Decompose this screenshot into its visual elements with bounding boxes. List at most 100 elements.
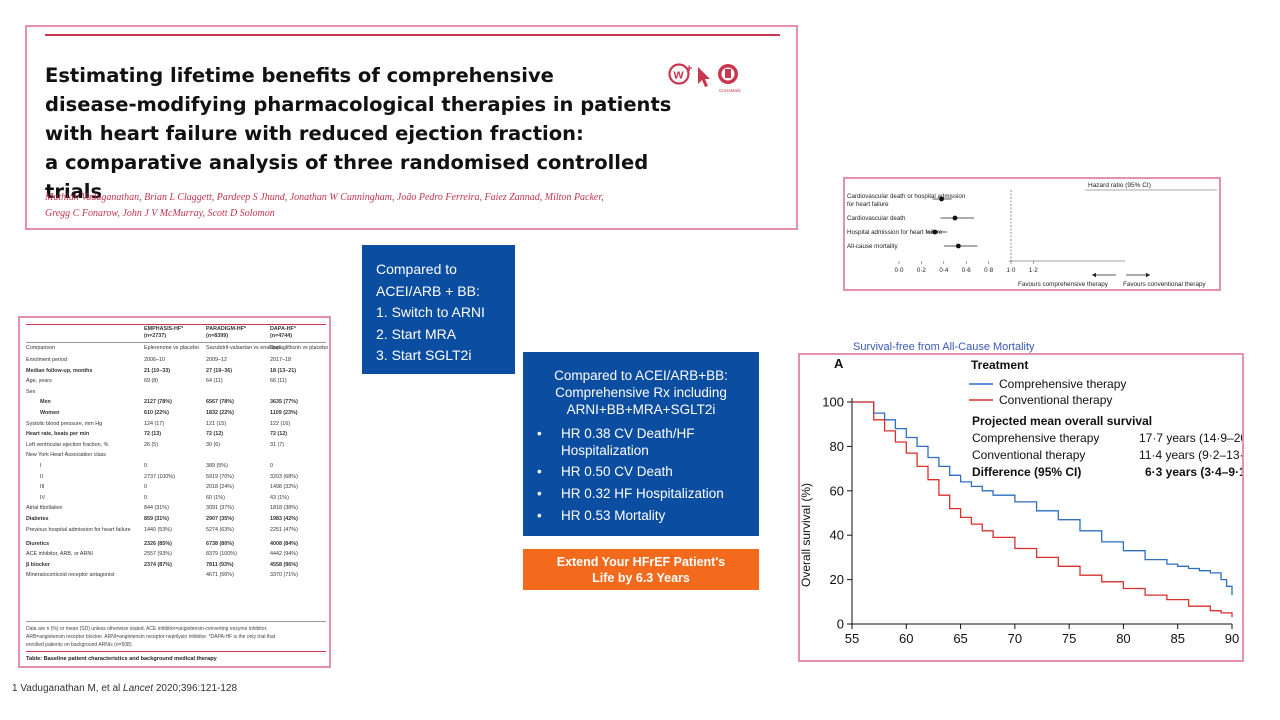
table-row: Diuretics 2326 (85%) 6738 (80%) 4008 (84%) [26, 541, 326, 550]
table-footnote-line: enrolled patients on background ARNIs (n… [26, 642, 133, 648]
survival-chart-card: A Treatment Comprehensive therapy Conven… [798, 353, 1262, 662]
table-cell: 389 (5%) [206, 463, 228, 469]
bullet-text: HR 0.38 CV Death/HF [561, 426, 695, 441]
citation-suffix: 2020;396:121-128 [155, 683, 238, 694]
table-footnote-line: Data are n (%) or mean (SD) unless other… [26, 626, 268, 632]
table-cell: 2251 (47%) [270, 526, 298, 533]
table-row: Heart rate, beats per min 72 (13) 72 (12) 7… [26, 431, 326, 440]
table-cell: 0 [144, 463, 147, 469]
title-line: with heart failure with reduced ejection… [45, 122, 584, 145]
forest-tick-label: 0·8 [984, 267, 994, 274]
row-label: Systolic blood pressure, mm Hg [26, 420, 103, 427]
callout-line: Life by 6.3 Years [592, 571, 690, 585]
trial-name: EMPHASIS-HF* [144, 326, 184, 332]
callout-line: Extend Your HFrEF Patient's [556, 555, 726, 569]
table-cell: 21 (10–33) [144, 367, 171, 374]
recommendation-line: ACEI/ARB + BB: [376, 282, 480, 299]
title-line: disease-modifying pharmacological therap… [45, 93, 672, 116]
trial-n: (n=4744) [270, 333, 293, 339]
bullet-text: HR 0.50 CV Death [561, 464, 673, 479]
table-row: Median follow-up, months 21 (10–33) 27 (19… [26, 368, 326, 377]
table-cell: 30 (6) [206, 441, 221, 448]
citation-journal: Lancet [123, 683, 154, 694]
citation-prefix: 1 Vaduganathan M, et al [12, 683, 121, 694]
table-cell: 2127 (78%) [144, 399, 172, 406]
table-cell: 1440 (53%) [144, 526, 172, 533]
y-axis-label: Overall survival (%) [800, 483, 813, 587]
table-cell: 0 [144, 494, 147, 501]
table-cell: 69 (8) [144, 378, 159, 385]
table-cell: 122 (16) [270, 420, 291, 427]
journal-badges: w + CrossMark [668, 63, 742, 93]
row-label: Sex [26, 388, 36, 395]
table-cell: 1818 (38%) [270, 505, 298, 512]
comprehensive-survival-curve [852, 401, 1233, 596]
table-cell: 5274 (63%) [206, 526, 234, 533]
crossmark-icon[interactable]: CrossMark [718, 64, 742, 93]
table-row: Diabetes 859 (31%) 2907 (35%) 1983 (42%) [26, 516, 326, 525]
bullet-text: HR 0.53 Mortality [561, 508, 666, 523]
annotation-value: 6·3 years (3·4–9·1) [1145, 465, 1242, 479]
row-label: II [40, 473, 43, 480]
forest-tick-label: 0·0 [895, 267, 905, 274]
recommendation-line: Compared to [376, 261, 457, 277]
table-cell: 3370 (71%) [270, 572, 298, 579]
table-cell: 6567 (78%) [206, 399, 234, 406]
table-cell: 18 (13–21) [270, 367, 297, 374]
table-cell: 0 [144, 484, 147, 491]
forest-row-label: All-cause mortality [847, 243, 898, 250]
table-cell: 2326 (85%) [144, 540, 172, 547]
table-cell: 1109 (23%) [270, 410, 298, 416]
table-cell: 4558 (96%) [270, 561, 298, 568]
x-tick-label: 70 [1008, 631, 1022, 646]
conventional-survival-curve [852, 401, 1233, 618]
svg-text:w: w [673, 67, 685, 82]
svg-text:+: + [686, 63, 692, 75]
table-row: Sex [26, 389, 326, 398]
table-cell: Sacubitril-valsartan vs enalapril [206, 345, 281, 351]
paper-authors: Muthiah Vaduganathan, Brian L Claggett, … [45, 190, 645, 222]
survival-chart-caption: Survival-free from All-Cause Mortality [853, 341, 1035, 353]
table-cell: 0 [270, 463, 273, 469]
row-label: Mineralocorticoid receptor antagonist [26, 572, 115, 579]
row-label: Men [40, 399, 51, 406]
annotation-value: 11·4 years (9·2–13·5) [1139, 448, 1242, 462]
table-cell: 43 (1%) [270, 494, 289, 501]
forest-plot: Hazard ratio (95% CI) Cardiovascular dea… [847, 182, 1217, 288]
row-label: IV [40, 494, 46, 501]
forest-row-label: Hospital admission for heart failure [847, 229, 943, 236]
table-cell: 1983 (42%) [270, 516, 298, 522]
bullet-glyph: • [537, 508, 542, 523]
y-tick-label: 20 [830, 572, 844, 587]
table-row: Left ventricular ejection fraction, % 26 … [26, 442, 326, 451]
legend-label: Comprehensive therapy [999, 377, 1126, 391]
table-row: II 2737 (100%) 5919 (70%) 3203 (68%) [26, 474, 326, 483]
table-row: Enrolment period 2006–10 2009–12 2017–18 [26, 357, 326, 366]
table-row: Women 610 (22%) 1832 (22%) 1109 (23%) [26, 410, 326, 419]
forest-row-label: Cardiovascular death or hospital admissi… [847, 193, 966, 200]
row-label: Atrial fibrillation [26, 505, 63, 512]
table-row: β blocker 2374 (87%) 7811 (93%) 4558 (96%) [26, 562, 326, 571]
open-access-icon[interactable]: w + [668, 63, 693, 85]
title-line: a comparative analysis of three randomis… [45, 151, 649, 203]
table-cell: 4442 (94%) [270, 551, 298, 558]
table-foot-rule [26, 621, 326, 622]
x-tick-label: 90 [1225, 631, 1239, 646]
summary-heading: Compared to ACEI/ARB+BB: Comprehensive R… [523, 367, 759, 418]
title-rule [45, 34, 780, 36]
table-cell: 844 (31%) [144, 505, 169, 512]
trial-name: PARADIGM-HF* [206, 326, 247, 332]
table-cell: 31 (7) [270, 441, 285, 448]
x-tick-label: 60 [899, 631, 913, 646]
x-tick-label: 55 [845, 631, 859, 646]
life-extension-callout: Extend Your HFrEF Patient's Life by 6.3 … [523, 549, 759, 590]
row-label: Diuretics [26, 540, 50, 547]
forest-tick-label: 0·2 [917, 267, 927, 274]
table-cell: 8379 (100%) [206, 551, 237, 558]
x-tick-label: 75 [1062, 631, 1076, 646]
y-tick-label: 60 [830, 483, 844, 498]
table-cell: 4671 (56%) [206, 572, 234, 579]
table-cell: 121 (15) [206, 420, 227, 427]
table-cell: 1832 (22%) [206, 410, 234, 416]
x-tick-label: 85 [1170, 631, 1184, 646]
